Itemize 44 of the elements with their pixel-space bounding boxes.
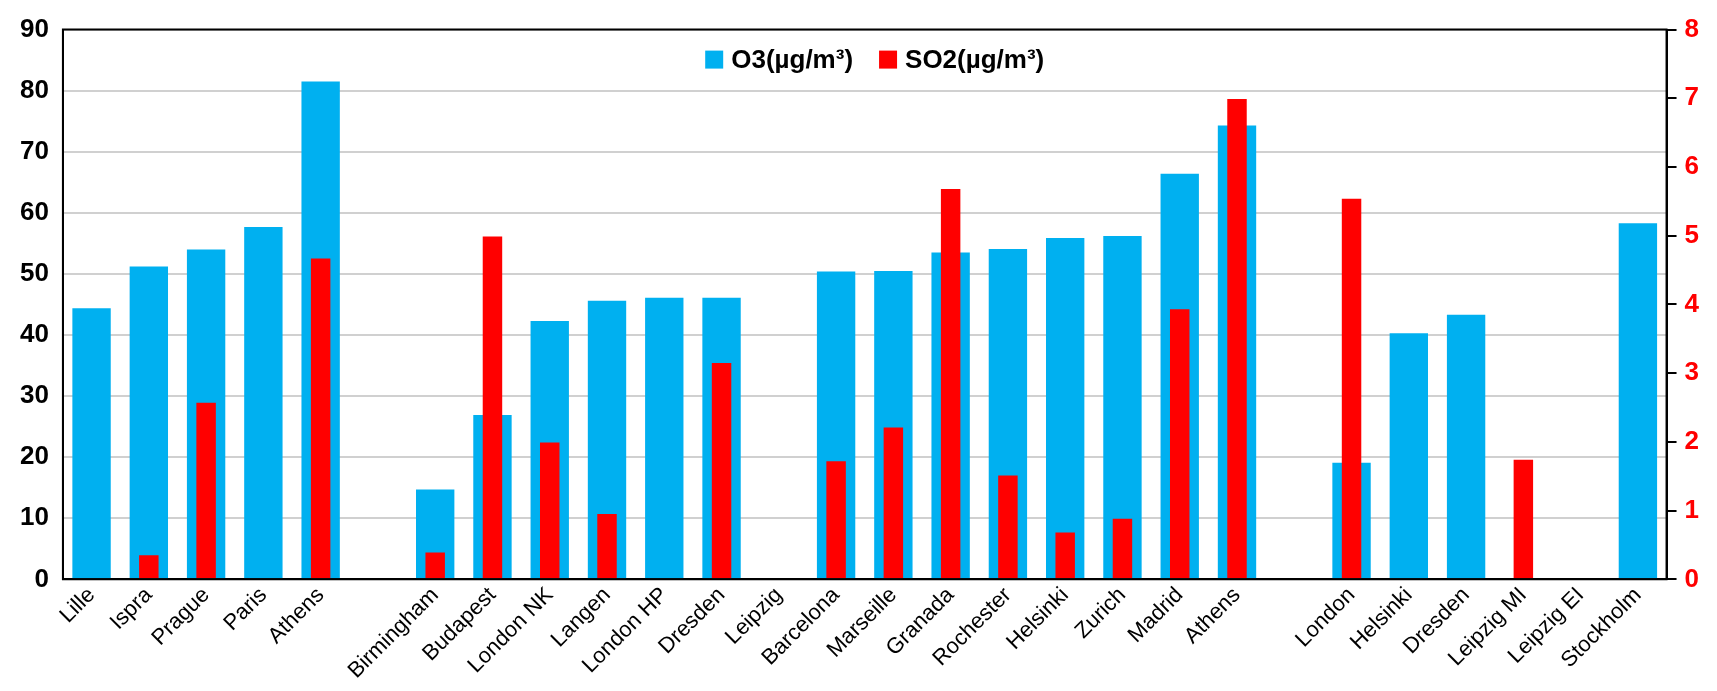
bar <box>645 297 684 579</box>
y2-tick-label: 2 <box>1684 425 1700 456</box>
legend-label: SO2(µg/m³) <box>905 43 1045 74</box>
y-tick-label: 70 <box>20 134 49 165</box>
y2-tick-label: 7 <box>1684 81 1700 112</box>
bar <box>540 442 560 579</box>
y-tick-label: 30 <box>20 379 49 410</box>
y-tick-label: 20 <box>20 440 49 471</box>
bar <box>1103 236 1142 579</box>
y2-tick-label: 0 <box>1684 562 1700 593</box>
y2-tick-label: 8 <box>1684 12 1700 43</box>
bar <box>826 461 846 579</box>
x-tick-label: Lille <box>54 581 100 628</box>
y2-tick-label: 5 <box>1684 218 1700 249</box>
bar <box>998 475 1018 579</box>
y2-tick-label: 1 <box>1684 493 1700 524</box>
bar <box>310 258 331 579</box>
y-tick-label: 50 <box>20 257 49 288</box>
y-tick-label: 0 <box>34 562 49 593</box>
bar <box>1513 459 1534 579</box>
bar <box>1112 518 1133 579</box>
bar <box>1618 223 1658 579</box>
bar <box>883 427 904 579</box>
y2-tick-label: 3 <box>1684 356 1700 387</box>
bar <box>196 402 216 579</box>
bar <box>1055 532 1075 579</box>
y-tick-label: 60 <box>20 196 49 227</box>
bar <box>1169 309 1190 579</box>
y-tick-label: 40 <box>20 318 49 349</box>
bar <box>597 514 617 579</box>
y-tick-label: 90 <box>20 12 49 43</box>
y-tick-label: 80 <box>20 73 49 104</box>
bar <box>244 226 283 579</box>
y2-tick-label: 6 <box>1684 150 1700 181</box>
y2-tick-label: 4 <box>1684 287 1700 318</box>
legend-label: O3(µg/m³) <box>731 43 854 74</box>
bar <box>129 266 169 579</box>
bar <box>425 552 445 579</box>
bar <box>1446 314 1486 579</box>
bar <box>72 308 111 579</box>
bar <box>1046 237 1085 579</box>
bar <box>1389 333 1428 579</box>
y-tick-label: 10 <box>20 501 49 532</box>
bar <box>139 555 159 579</box>
